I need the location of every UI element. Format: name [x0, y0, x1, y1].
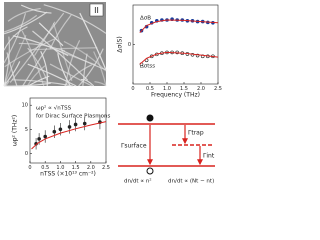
fibre	[43, 4, 107, 34]
annotation: ΔσB	[140, 16, 151, 22]
fibre	[27, 75, 50, 87]
x-axis-label: nTSS (×10¹³ cm⁻²)	[40, 171, 96, 178]
fibre	[65, 40, 81, 87]
rate-label: Γsurface	[121, 143, 147, 150]
data-point	[73, 122, 78, 127]
fibre	[38, 22, 64, 47]
fibre	[82, 53, 88, 87]
fibre	[57, 53, 71, 87]
x-tick-label: 2.5	[102, 165, 110, 171]
fit-line	[139, 19, 219, 33]
image-label: II	[94, 6, 99, 15]
y-tick-label: 0	[128, 42, 131, 48]
fibre	[79, 12, 107, 71]
fibre	[20, 4, 52, 14]
y-axis-label: Δσ(S)	[117, 36, 124, 52]
fit-line	[139, 51, 219, 65]
sem-image: II	[3, 2, 107, 87]
fibre	[27, 63, 77, 87]
fibre	[60, 49, 107, 71]
fibre	[3, 14, 38, 33]
annotation: Δσtss	[140, 64, 155, 70]
rate-label: Γint	[203, 153, 215, 160]
data-point	[52, 129, 57, 134]
fibre	[94, 81, 107, 87]
x-axis-label: Frequency (THz)	[151, 92, 200, 99]
y-tick-label: 0	[25, 151, 28, 157]
diagram: Γsurface Γtrap Γint dn/dt ∝ n² dn/dt ∝ (…	[118, 114, 215, 185]
fibre	[27, 47, 49, 82]
data-point	[82, 121, 87, 126]
annotation: ωp² ∝ √nTSS	[36, 105, 72, 112]
fibre	[93, 51, 107, 87]
fibre	[7, 7, 41, 22]
equation: dn/dt ∝ (Nt − nt)	[168, 179, 214, 185]
x-tick-label: 1.5	[72, 165, 80, 171]
fibre	[3, 11, 48, 35]
fibre	[26, 65, 46, 87]
annotation: for Dirac Surface Plasmons	[36, 114, 110, 120]
figure: II Γsurface Γtrap Γint dn/dt ∝ n² dn/dt …	[3, 2, 222, 185]
x-tick-label: 2.5	[214, 86, 222, 92]
x-tick-label: 1.5	[180, 86, 188, 92]
fibre	[21, 30, 45, 87]
x-tick-label: 2.0	[87, 165, 95, 171]
data-point	[43, 134, 48, 139]
fibre	[32, 30, 89, 81]
fibre	[4, 38, 55, 68]
y-axis-label: ωp² (THz²)	[12, 115, 19, 147]
rate-label: Γtrap	[188, 130, 204, 137]
fibre	[4, 81, 7, 87]
x-tick-label: 0	[131, 86, 134, 92]
data-point	[58, 127, 63, 132]
fibre	[49, 63, 93, 87]
y-tick-label: 10	[22, 103, 28, 109]
fibre	[3, 61, 21, 87]
plot-frame	[29, 97, 107, 164]
fibre	[78, 48, 104, 87]
fibre	[3, 13, 27, 64]
data-point	[37, 137, 41, 141]
fibre	[9, 12, 65, 83]
fibre	[40, 50, 49, 87]
fibre	[34, 21, 56, 56]
equation: dn/dt ∝ n²	[124, 178, 152, 185]
y-tick-label: 5	[25, 127, 28, 133]
x-tick-label: 1.0	[163, 86, 171, 92]
fibre	[22, 47, 48, 87]
x-tick-label: 1.0	[56, 165, 64, 171]
x-tick-label: 0.5	[146, 86, 154, 92]
fibre	[3, 82, 51, 87]
x-tick-label: 0.5	[41, 165, 49, 171]
x-tick-label: 0	[28, 165, 31, 171]
fibre	[80, 78, 95, 87]
x-tick-label: 2.0	[197, 86, 205, 92]
fit-line	[31, 121, 107, 150]
data-point	[67, 125, 72, 129]
